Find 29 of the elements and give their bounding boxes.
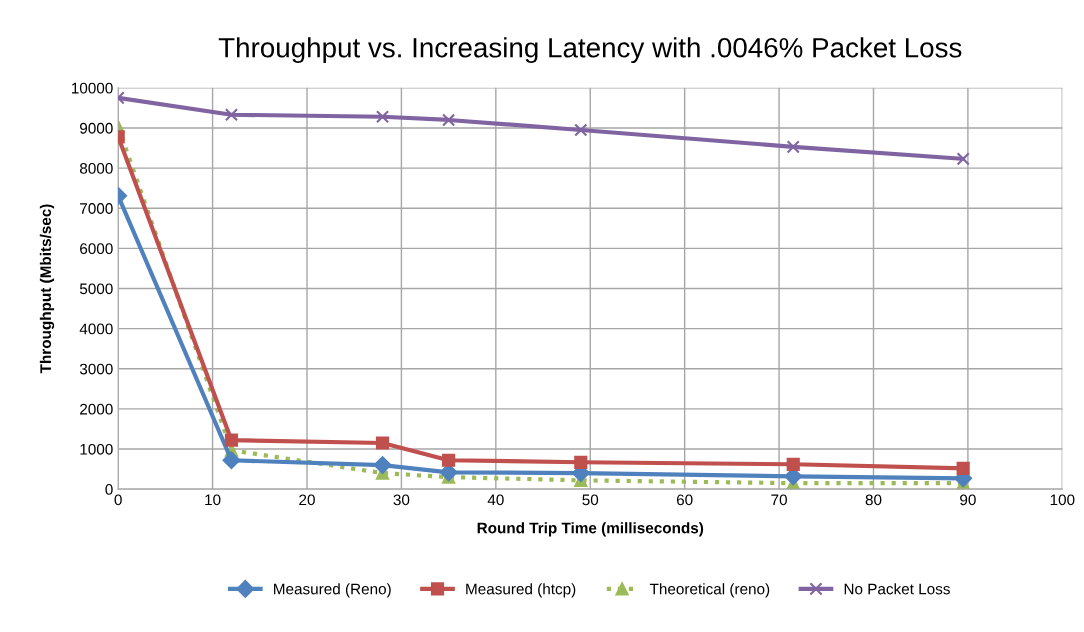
x-tick-label: 50	[582, 494, 599, 506]
y-tick-label: 4000	[79, 323, 113, 335]
x-axis-title: Round Trip Time (milliseconds)	[477, 522, 704, 537]
x-tick-label: 70	[771, 494, 787, 506]
legend-label: Measured (htcp)	[466, 583, 576, 598]
y-tick-label: 0	[105, 484, 113, 495]
y-tick-label: 9000	[80, 122, 113, 134]
chart-title: Throughput vs. Increasing Latency with .0046% Packet Loss	[218, 37, 962, 64]
legend-label: No Packet Loss	[844, 583, 950, 595]
y-axis-title: Throughput (Mbits/sec)	[39, 204, 55, 374]
x-tick-label: 30	[393, 494, 410, 506]
y-tick-label: 8000	[79, 162, 113, 174]
x-tick-label: 10	[205, 494, 221, 506]
x-tick-label: 100	[1050, 494, 1075, 506]
y-tick-label: 3000	[79, 363, 113, 375]
x-tick-label: 20	[299, 494, 315, 506]
x-tick-label: 80	[865, 494, 882, 506]
x-tick-label: 0	[114, 494, 122, 506]
x-tick-label: 60	[676, 494, 693, 506]
y-tick-label: 6000	[80, 243, 113, 255]
x-tick-label: 90	[960, 494, 976, 506]
y-tick-label: 5000	[79, 283, 113, 295]
y-tick-label: 2000	[80, 403, 113, 415]
y-tick-label: 1000	[80, 443, 113, 455]
legend-label: Theoretical (reno)	[649, 583, 770, 598]
legend-label: Measured (Reno)	[274, 583, 391, 598]
x-tick-label: 40	[487, 494, 504, 506]
y-tick-label: 10000	[71, 82, 113, 94]
y-tick-label: 7000	[80, 203, 113, 214]
